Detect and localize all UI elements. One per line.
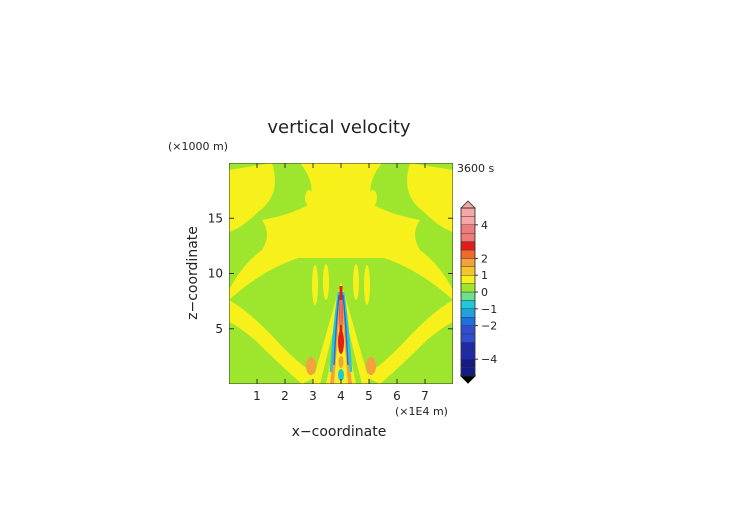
colorbar-segment: [460, 249, 476, 259]
x-tick-label: 2: [281, 389, 289, 403]
colorbar-max-arrow: [460, 200, 476, 209]
small-yellow-blob-left: [305, 190, 313, 206]
colorbar-segment: [460, 232, 476, 242]
colorbar-segment: [460, 207, 476, 217]
colorbar-segment: [460, 350, 476, 360]
upper-left-yellow-region: [229, 163, 275, 232]
colorbar-segment: [460, 275, 476, 284]
upper-central-yellow-region: [229, 163, 453, 300]
colorbar-segment: [460, 266, 476, 276]
x-tick-label: 5: [365, 389, 373, 403]
colorbar-segment: [460, 317, 476, 326]
colorbar-segment: [460, 300, 476, 309]
mid-yellow-band-4: [364, 265, 370, 305]
y-tick-label: 15: [208, 211, 223, 225]
x-tick-label: 1: [253, 389, 261, 403]
x-tick-label: 7: [421, 389, 429, 403]
x-unit-label: (×1E4 m): [395, 405, 448, 418]
y-unit-label: (×1000 m): [168, 140, 228, 153]
y-tick-label: 5: [215, 322, 223, 336]
colorbar-tick-label: −2: [481, 320, 497, 333]
colorbar-tick-label: 4: [481, 219, 488, 232]
chart-title: vertical velocity: [267, 117, 411, 138]
time-label: 3600 s: [457, 162, 494, 175]
colorbar-segment: [460, 325, 476, 335]
colorbar-segment: [460, 216, 476, 225]
colorbar-tick-label: −1: [481, 303, 497, 316]
x-tick-label: 3: [309, 389, 317, 403]
mid-yellow-band-1: [312, 265, 318, 305]
colorbar-segment: [460, 308, 476, 318]
y-axis-label: z−coordinate: [185, 226, 201, 320]
mid-yellow-band-2: [323, 264, 329, 300]
lower-left-yellow-lobe: [229, 300, 318, 384]
plot-area: [229, 163, 453, 384]
colorbar: 4 2 1 0 −1 −2 −4: [459, 200, 497, 384]
colorbar-segment: [460, 283, 476, 293]
surface-orange-cells: [306, 357, 376, 375]
colorbar-tick-label: −4: [481, 353, 497, 366]
lower-right-yellow-lobe: [364, 300, 453, 384]
x-tick-label: 4: [337, 389, 345, 403]
x-tick-label: 6: [393, 389, 401, 403]
upper-right-yellow-region: [407, 163, 453, 232]
x-axis-label: x−coordinate: [292, 424, 387, 440]
colorbar-segment: [460, 241, 476, 251]
colorbar-segment: [460, 342, 476, 351]
small-yellow-blob-right: [369, 190, 377, 206]
colorbar-min-arrow: [459, 375, 477, 384]
y-axis: 5 10 15: [208, 211, 453, 336]
colorbar-segment: [460, 258, 476, 267]
colorbar-segment: [460, 359, 476, 368]
colorbar-segment: [460, 291, 476, 301]
colorbar-tick-label: 1: [481, 269, 488, 282]
colorbar-segment: [460, 367, 476, 377]
x-axis: 1 2 3 4 5 6 7: [253, 163, 429, 403]
colorbar-tick-label: 2: [481, 252, 488, 265]
colorbar-tick-label: 0: [481, 286, 488, 299]
central-plume-core: [329, 286, 353, 384]
y-tick-label: 10: [208, 267, 223, 281]
colorbar-segment: [460, 333, 476, 343]
colorbar-segment: [460, 224, 476, 234]
mid-yellow-band-3: [353, 264, 359, 300]
